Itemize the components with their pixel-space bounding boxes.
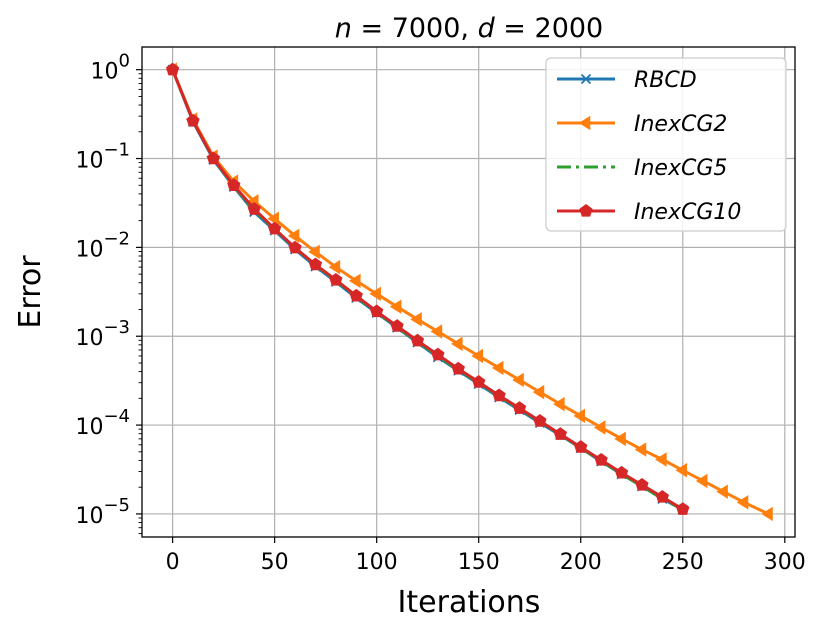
marker-pentagon [390, 319, 404, 332]
series-inexcg10 [165, 62, 690, 515]
legend-entry-rbcd: RBCD [557, 68, 697, 93]
marker-triangle-left [491, 360, 504, 376]
marker-triangle-left [655, 452, 667, 467]
y-tick-label: 10−2 [75, 228, 130, 262]
marker-triangle-left [593, 420, 606, 435]
x-tick-label: 250 [662, 550, 704, 575]
legend-label: InexCG2 [634, 112, 727, 137]
marker-pentagon [635, 477, 649, 491]
marker-triangle-left [695, 473, 708, 489]
marker-triangle-left [716, 484, 728, 499]
marker-triangle-left [369, 286, 381, 302]
marker-triangle-left [267, 211, 279, 226]
marker-pentagon [594, 452, 608, 466]
marker-triangle-left [553, 396, 565, 412]
marker-pentagon [186, 113, 200, 127]
marker-triangle-left [328, 259, 341, 275]
legend-label: InexCG10 [634, 200, 741, 225]
marker-pentagon [370, 304, 384, 318]
marker-triangle-left [471, 348, 484, 364]
marker-triangle-left [614, 431, 626, 447]
marker-triangle-left [410, 312, 422, 327]
marker-triangle-left [308, 244, 320, 260]
x-tick-label: 50 [261, 550, 289, 575]
x-axis-title: Iterations [398, 585, 541, 620]
x-tick-label: 200 [560, 550, 602, 575]
marker-pentagon [451, 361, 465, 375]
x-tick-label: 150 [458, 550, 500, 575]
marker-pentagon [492, 388, 506, 402]
marker-pentagon [472, 375, 486, 388]
marker-triangle-left [430, 324, 443, 339]
marker-x-stroke [580, 73, 592, 85]
marker-pentagon [308, 257, 323, 271]
legend: RBCD InexCG2 InexCG5 InexCG10 [545, 57, 787, 232]
marker-pentagon [431, 347, 445, 361]
marker-pentagon [329, 272, 343, 286]
marker-pentagon [165, 62, 180, 76]
chart-title: n = 7000, d = 2000 [335, 13, 603, 44]
marker-pentagon [655, 490, 670, 503]
legend-entry-inexcg2: InexCG2 [557, 112, 727, 137]
y-axis-title: Error [13, 255, 48, 329]
marker-pentagon [206, 151, 221, 165]
x-tick-label: 100 [356, 550, 398, 575]
plot-frame [141, 46, 796, 538]
ticks: 0 50 100 150 200 250 300 100 10−1 10−2 10−3 10−4 10−… [75, 51, 805, 575]
marker-triangle-left [349, 273, 361, 289]
marker-triangle-left [512, 372, 524, 388]
legend-entry-inexcg5: InexCG5 [557, 156, 727, 181]
marker-triangle-left [675, 463, 688, 478]
marker-pentagon [227, 178, 241, 191]
marker-pentagon [574, 440, 588, 453]
marker-triangle-left [578, 115, 591, 131]
marker-x [580, 73, 592, 85]
series-layer [165, 62, 773, 522]
marker-pentagon [267, 221, 282, 235]
marker-triangle-left [634, 442, 647, 457]
marker-triangle-left [761, 506, 773, 522]
marker-pentagon [410, 333, 425, 347]
marker-triangle-left [532, 384, 545, 400]
y-tick-label: 10−1 [75, 140, 130, 174]
marker-pentagon [288, 240, 302, 254]
marker-triangle-left [573, 408, 586, 424]
legend-label: InexCG5 [634, 156, 727, 181]
marker-triangle-left [451, 336, 463, 352]
y-tick-label: 10−3 [75, 317, 130, 351]
marker-pentagon [512, 401, 527, 414]
marker-triangle-left [389, 299, 402, 314]
x-tick-label: 300 [764, 550, 806, 575]
marker-pentagon [676, 502, 690, 515]
marker-triangle-left [736, 495, 749, 510]
legend-frame [545, 57, 787, 232]
legend-label: RBCD [634, 68, 697, 93]
y-tick-label: 100 [91, 51, 130, 85]
marker-pentagon [553, 427, 567, 440]
y-tick-label: 10−5 [75, 495, 130, 529]
x-tick-label: 0 [166, 550, 180, 575]
marker-pentagon [579, 204, 593, 217]
marker-pentagon [247, 202, 261, 215]
y-tick-label: 10−4 [75, 406, 130, 440]
marker-pentagon [533, 414, 547, 427]
marker-pentagon [349, 288, 363, 302]
legend-entry-inexcg10: InexCG10 [557, 200, 741, 225]
marker-pentagon [614, 465, 629, 479]
marker-triangle-left [287, 228, 300, 244]
